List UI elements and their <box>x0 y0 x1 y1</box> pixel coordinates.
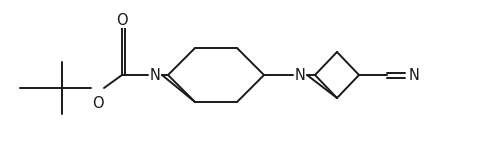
Text: O: O <box>116 13 128 28</box>
Text: N: N <box>408 67 420 82</box>
Text: N: N <box>294 67 306 82</box>
Text: N: N <box>150 67 160 82</box>
Text: O: O <box>92 95 104 110</box>
